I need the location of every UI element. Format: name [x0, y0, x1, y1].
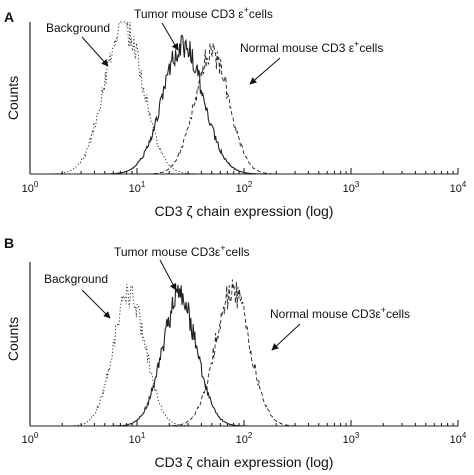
panel-a-tumor-label: Tumor mouse CD3 ε+cells	[134, 5, 273, 21]
panel-a-tick-label: 101	[129, 180, 146, 195]
panel-a-series-solid	[30, 34, 458, 175]
panel-a-ticks: 100 101 102 103 104	[22, 168, 467, 195]
panel-a-curves	[30, 21, 458, 175]
panel-b-series-dashed	[30, 279, 458, 427]
panel-b-background-arrow	[81, 289, 111, 319]
panel-a-tick-label: 102	[236, 180, 253, 195]
panel-b-normal-arrow	[271, 323, 301, 351]
panel-b-curves	[30, 279, 458, 427]
panel-b-tick-label: 104	[450, 431, 467, 446]
panel-a-normal-label: Normal mouse CD3 ε+cells	[240, 39, 383, 55]
panel-a-y-label: Counts	[5, 76, 21, 120]
panel-b: B Counts CD3 ζ chain expression (log) 10…	[4, 235, 467, 470]
panel-a: A Counts CD3 ζ chain expression (log) 10…	[4, 5, 467, 219]
panel-b-letter: B	[4, 235, 14, 251]
panel-a-normal-arrow	[249, 57, 281, 85]
panel-b-y-label: Counts	[5, 317, 21, 361]
panel-b-tick-label: 102	[236, 431, 253, 446]
panel-a-tumor-arrow	[161, 22, 179, 51]
panel-b-ticks: 100 101 102 103 104	[22, 420, 467, 446]
panel-a-series-dashed	[30, 43, 458, 175]
panel-b-x-label: CD3 ζ chain expression (log)	[155, 454, 334, 470]
panel-b-tick-label: 103	[343, 431, 360, 446]
panel-b-background-label: Background	[44, 272, 108, 286]
panel-a-background-arrow	[81, 36, 109, 67]
panel-a-letter: A	[4, 9, 14, 25]
panel-a-x-label: CD3 ζ chain expression (log)	[155, 203, 334, 219]
panel-b-tumor-arrow	[159, 259, 177, 291]
panel-b-tick-label: 101	[129, 431, 146, 446]
panel-b-normal-label: Normal mouse CD3ε+cells	[270, 305, 410, 321]
panel-a-tick-label: 104	[450, 180, 467, 195]
panel-a-tick-label: 100	[22, 180, 39, 195]
panel-b-tumor-label: Tumor mouse CD3ε+cells	[114, 243, 250, 259]
panel-a-tick-label: 103	[343, 180, 360, 195]
panel-b-series-dotted	[30, 283, 458, 427]
panel-b-tick-label: 100	[22, 431, 39, 446]
panel-a-background-label: Background	[46, 21, 110, 35]
